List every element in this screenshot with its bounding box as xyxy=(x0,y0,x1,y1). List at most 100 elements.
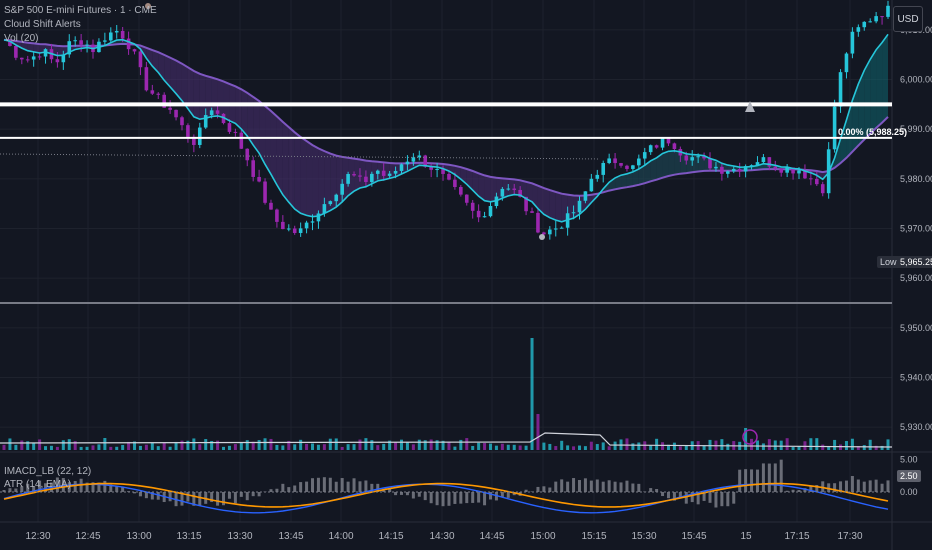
macd-legend[interactable]: IMACD_LB (22, 12) xyxy=(4,466,92,477)
cloud-segment xyxy=(407,163,414,172)
time-tick-label: 13:00 xyxy=(126,531,151,542)
volume-bar xyxy=(524,445,528,450)
macd-histogram-bar xyxy=(156,492,160,500)
volume-bar xyxy=(530,338,534,450)
cloud-legend[interactable]: Cloud Shift Alerts xyxy=(4,19,81,30)
macd-histogram-bar xyxy=(862,481,866,492)
candle-body xyxy=(441,169,445,174)
candle-body xyxy=(168,107,172,110)
candle-body xyxy=(459,187,463,195)
cloud-segment xyxy=(15,41,22,49)
candle-body xyxy=(648,145,653,153)
volume-bar xyxy=(809,438,813,450)
macd-histogram-bar xyxy=(726,492,730,507)
symbol-legend[interactable]: S&P 500 E-mini Futures · 1 · CME xyxy=(4,5,157,16)
candle-body xyxy=(767,157,772,167)
macd-histogram-bar xyxy=(506,492,510,498)
macd-histogram-bar xyxy=(732,492,736,504)
cloud-segment xyxy=(170,57,177,94)
volume-bar xyxy=(364,438,368,450)
macd-histogram-bar xyxy=(192,492,196,506)
macd-histogram-bar xyxy=(453,492,457,504)
candle-body xyxy=(791,167,795,174)
candle-body xyxy=(470,202,475,211)
time-tick-label: 12:30 xyxy=(25,531,50,542)
cloud-segment xyxy=(532,183,538,209)
cloud-segment xyxy=(265,105,271,175)
volume-bar xyxy=(287,440,291,450)
macd-histogram-bar xyxy=(257,492,261,497)
low-tag-label: Low xyxy=(877,256,900,268)
candle-body xyxy=(8,39,12,47)
macd-histogram-bar xyxy=(328,477,332,492)
candle-body xyxy=(197,127,202,145)
volume-bar xyxy=(251,441,255,450)
candle-body xyxy=(785,167,789,173)
macd-histogram-bar xyxy=(67,482,71,492)
volume-bar xyxy=(435,440,439,450)
macd-histogram-bar xyxy=(750,469,754,492)
fast-ma-line xyxy=(3,33,889,223)
candle-body xyxy=(684,155,689,161)
candle-body xyxy=(868,21,873,23)
macd-histogram-bar xyxy=(684,492,688,504)
macd-histogram-bar xyxy=(738,469,742,492)
cloud-segment xyxy=(354,158,360,192)
cloud-segment xyxy=(858,70,865,146)
macd-histogram-bar xyxy=(655,488,659,492)
volume-bar xyxy=(49,445,53,450)
volume-bar xyxy=(334,438,338,450)
cloud-segment xyxy=(876,42,883,129)
cloud-segment xyxy=(870,49,877,134)
cloud-segment xyxy=(626,171,633,188)
candle-body xyxy=(227,123,232,132)
volume-bar xyxy=(144,444,148,450)
volume-legend[interactable]: Vol (20) xyxy=(4,33,39,44)
fast-moving-average xyxy=(3,33,889,223)
candle-body xyxy=(411,157,416,162)
volume-bar xyxy=(548,443,552,450)
volume-bar xyxy=(162,442,166,450)
time-tick-label: 14:30 xyxy=(429,531,454,542)
cloud-segment xyxy=(259,100,266,165)
macd-histogram-bar xyxy=(720,492,724,507)
macd-histogram-bar xyxy=(583,478,587,492)
candle-body xyxy=(19,57,24,60)
candle-body xyxy=(850,31,855,54)
volume-bar xyxy=(115,446,119,450)
candle-body xyxy=(393,170,398,174)
volume-bar xyxy=(216,440,220,450)
volume-bar xyxy=(55,446,59,450)
candle-body xyxy=(292,228,297,234)
volume-bar xyxy=(815,438,819,450)
volume-bar xyxy=(572,446,576,450)
cloud-segment xyxy=(306,141,313,217)
macd-histogram-bar xyxy=(572,478,576,492)
macd-histogram-bar xyxy=(85,482,89,492)
volume-bar xyxy=(613,441,617,450)
ma-cloud xyxy=(4,34,888,222)
volume-bar xyxy=(20,440,24,450)
macd-histogram-bar xyxy=(886,480,890,492)
volume-bar xyxy=(856,446,860,450)
currency-button[interactable]: USD xyxy=(893,6,923,32)
macd-histogram-bar xyxy=(880,483,884,492)
cloud-segment xyxy=(472,171,479,197)
cloud-segment xyxy=(490,176,497,202)
macd-histogram-bar xyxy=(708,492,712,503)
volume-bar xyxy=(311,443,315,450)
candle-body xyxy=(654,145,659,148)
candle-body xyxy=(512,188,517,190)
candle-body xyxy=(797,170,801,174)
atr-legend[interactable]: ATR (14, EMA) xyxy=(4,479,72,490)
candle-body xyxy=(298,228,303,234)
volume-bar xyxy=(803,441,807,450)
volume-bar xyxy=(275,444,279,450)
volume-bar xyxy=(233,444,237,450)
cloud-segment xyxy=(816,170,823,180)
volume-bar xyxy=(785,438,789,450)
candle-body xyxy=(755,162,760,166)
volume-bar xyxy=(394,441,398,450)
candle-body xyxy=(577,200,582,213)
